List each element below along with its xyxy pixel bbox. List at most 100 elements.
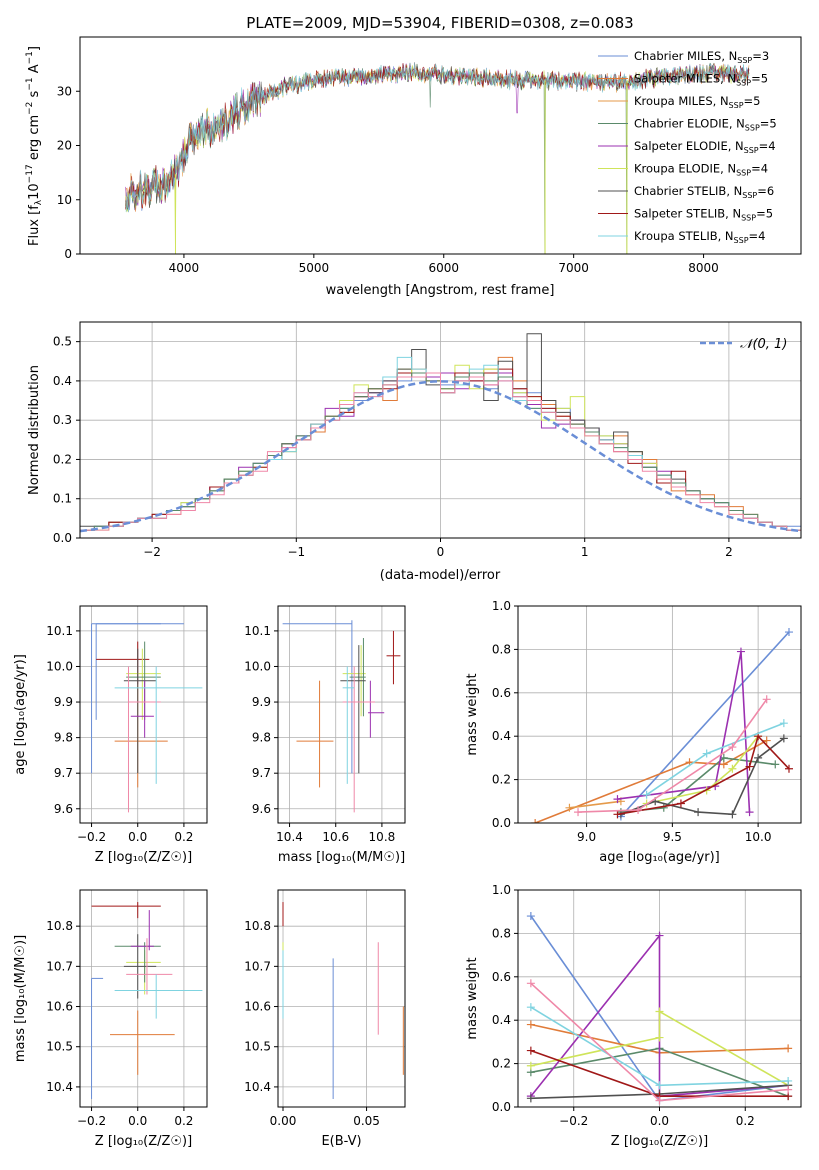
panel-frame	[277, 889, 406, 1108]
weight-marker	[676, 799, 685, 808]
weight-marker	[531, 819, 540, 823]
weight-line	[530, 1010, 789, 1086]
age-vs-metallicity-panel: −0.2 0.0 0.2 9.6 9.7 9.8 9.9 10.0 10.1 Z [log₁₀(Z…	[13, 605, 208, 865]
y-tick-label: 10.8	[244, 919, 271, 933]
y-tick-label: 1.0	[492, 599, 511, 613]
weight-line	[569, 800, 622, 809]
x-tick-label: 0	[437, 545, 445, 559]
y-tick-label: 10.5	[244, 1040, 271, 1054]
weight-marker	[728, 743, 737, 752]
spectrum-title: PLATE=2009, MJD=53904, FIBERID=0308, z=0…	[246, 14, 633, 32]
y-axis-label: mass weight	[465, 673, 480, 755]
legend-entry: Salpeter ELODIE, NSSP=4	[634, 139, 776, 155]
x-tick-label: 0.2	[736, 1114, 755, 1128]
weight-line	[620, 737, 785, 816]
spectrum-legend: Chabrier MILES, NSSP=3 Salpeter MILES, NS…	[598, 49, 777, 245]
plot-area	[531, 628, 793, 823]
weight-line	[577, 698, 768, 813]
x-tick-label: 5000	[299, 261, 330, 275]
y-tick-label: 0.4	[492, 1013, 511, 1027]
weight-marker	[613, 795, 622, 804]
histogram-step	[80, 372, 801, 538]
x-tick-label: 9.5	[663, 830, 682, 844]
x-axis-label: age [log₁₀(age/yr)]	[599, 850, 720, 865]
plot-area	[91, 902, 203, 1099]
spectrum-lines	[125, 62, 750, 254]
weight-marker	[655, 1096, 664, 1105]
y-tick-label: 9.9	[252, 695, 271, 709]
weight-marker	[745, 808, 754, 817]
x-tick-label: 4000	[169, 261, 200, 275]
plot-area	[282, 902, 404, 1099]
weight-marker	[762, 736, 771, 745]
y-tick-label: 0.2	[53, 452, 72, 466]
weight-marker	[784, 628, 793, 637]
x-tick-label: −1	[287, 545, 305, 559]
weight-marker	[728, 810, 737, 819]
weight-marker	[574, 808, 583, 817]
gaussian-legend-label: 𝒩(0, 1)	[740, 337, 787, 352]
weight-line	[646, 735, 759, 805]
legend-entry: Chabrier MILES, NSSP=3	[634, 49, 769, 65]
weight-line	[620, 631, 790, 818]
legend-entry: Salpeter STELIB, NSSP=5	[634, 207, 773, 223]
spectrum-ticks: 4000 5000 6000 7000 8000 0 10 20 30	[57, 84, 719, 275]
weight-marker	[754, 753, 763, 762]
x-tick-label: −0.2	[77, 1114, 106, 1128]
histogram-legend: 𝒩(0, 1)	[700, 337, 787, 352]
x-tick-label: 7000	[558, 261, 589, 275]
y-tick-label: 9.8	[54, 731, 73, 745]
panel-frame	[277, 605, 406, 824]
weight-marker	[745, 762, 754, 771]
weight-marker	[779, 719, 788, 728]
legend-entry: Chabrier STELIB, NSSP=6	[634, 184, 774, 200]
age-vs-mass-panel: 10.4 10.6 10.8 9.6 9.7 9.8 9.9 10.0 10.1 mass [lo…	[244, 605, 406, 865]
plot-area	[91, 623, 203, 813]
x-tick-label: 10.4	[276, 830, 303, 844]
spectrum-ylabel: Flux [fλ10−17 erg cm−2 s−1 A−1]	[25, 46, 44, 246]
x-tick-label: 0.2	[174, 830, 193, 844]
weight-marker	[736, 647, 745, 656]
y-tick-label: 10.7	[244, 959, 271, 973]
y-tick-label: 0.3	[53, 413, 72, 427]
y-tick-label: 10.0	[244, 659, 271, 673]
legend-entry: Salpeter MILES, NSSP=5	[634, 72, 768, 88]
y-tick-label: 0.2	[492, 1057, 511, 1071]
y-tick-label: 10.6	[46, 1000, 73, 1014]
x-tick-label: 0.0	[128, 1114, 147, 1128]
y-tick-label: 0.0	[492, 1100, 511, 1114]
y-tick-label: 10	[57, 193, 72, 207]
weight-marker	[526, 912, 535, 921]
weight-marker	[702, 749, 711, 758]
x-tick-label: 0.0	[650, 1114, 669, 1128]
x-tick-label: 2	[725, 545, 733, 559]
weight-marker	[655, 931, 664, 940]
y-tick-label: 10.1	[244, 624, 271, 638]
y-tick-label: 9.7	[54, 766, 73, 780]
weight-marker	[642, 790, 651, 799]
y-tick-label: 0.0	[53, 531, 72, 545]
panel-frame	[79, 605, 208, 824]
x-tick-label: 6000	[428, 261, 459, 275]
y-tick-label: 0.4	[492, 729, 511, 743]
y-tick-label: 10.7	[46, 959, 73, 973]
massweight-vs-metallicity-panel: −0.2 0.0 0.2 0.0 0.2 0.4 0.6 0.8 1.0 Z [log₁₀(Z/Z…	[465, 883, 802, 1149]
y-tick-label: 10.4	[46, 1080, 73, 1094]
weight-marker	[526, 1020, 535, 1029]
y-axis-label: mass weight	[465, 957, 480, 1039]
x-tick-label: −0.2	[77, 830, 106, 844]
weight-marker	[771, 760, 780, 769]
y-tick-label: 0.6	[492, 970, 511, 984]
y-tick-label: 0.8	[492, 926, 511, 940]
panel-frame	[517, 889, 802, 1108]
histogram-steps	[80, 333, 801, 538]
y-tick-label: 9.6	[252, 802, 271, 816]
histogram-ylabel: Normed distribution	[27, 365, 42, 495]
legend-entry: Kroupa MILES, NSSP=5	[634, 94, 760, 110]
spectrum-series-line	[125, 63, 750, 254]
y-tick-label: 9.8	[252, 731, 271, 745]
weight-marker	[526, 1046, 535, 1055]
y-tick-label: 0.5	[53, 335, 72, 349]
weight-marker	[655, 1081, 664, 1090]
